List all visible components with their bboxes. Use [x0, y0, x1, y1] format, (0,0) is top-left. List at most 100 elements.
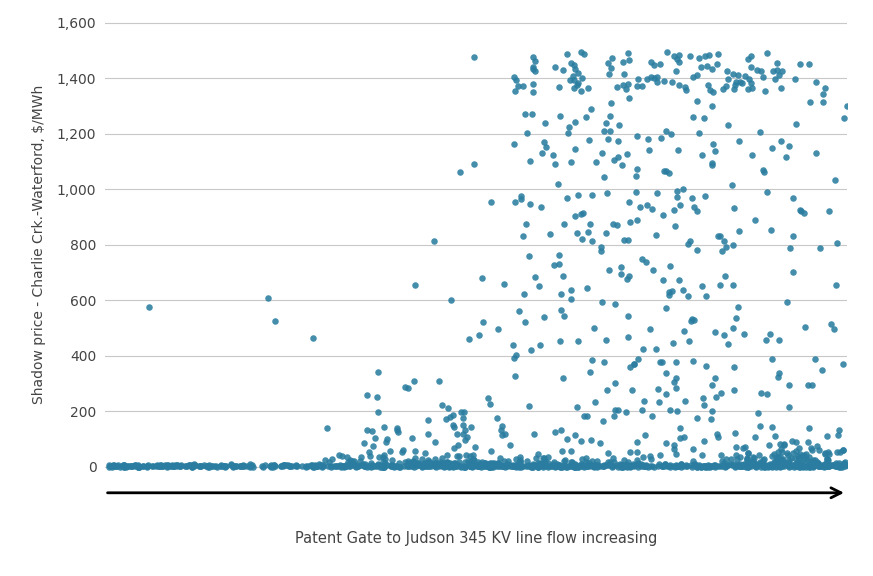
Point — [801, 462, 815, 471]
Point — [560, 50, 574, 59]
Point — [603, 112, 617, 121]
Point — [186, 460, 200, 469]
Point — [463, 458, 477, 467]
Point — [711, 59, 725, 69]
Point — [351, 461, 365, 471]
Point — [428, 454, 442, 463]
Point — [574, 47, 588, 56]
Point — [745, 83, 759, 92]
Point — [740, 454, 754, 464]
Point — [338, 461, 352, 471]
Point — [575, 461, 589, 470]
Point — [770, 460, 784, 469]
Point — [436, 462, 450, 471]
Point — [478, 460, 491, 469]
Point — [237, 461, 251, 471]
Point — [807, 462, 821, 471]
Point — [391, 427, 405, 437]
Point — [534, 203, 548, 212]
Point — [457, 414, 471, 423]
Point — [787, 459, 801, 468]
Point — [388, 461, 402, 471]
Point — [815, 460, 828, 469]
Point — [373, 462, 387, 471]
Point — [813, 461, 827, 471]
Point — [546, 150, 560, 159]
Point — [145, 462, 159, 471]
Point — [565, 460, 579, 469]
Point — [155, 462, 169, 471]
Point — [801, 438, 815, 447]
Point — [365, 426, 379, 435]
Point — [721, 120, 735, 130]
Point — [682, 336, 696, 345]
Point — [531, 462, 545, 471]
Point — [536, 462, 550, 471]
Point — [507, 461, 521, 470]
Point — [553, 425, 567, 434]
Point — [423, 460, 437, 469]
Point — [785, 453, 799, 462]
Point — [667, 52, 681, 61]
Point — [577, 412, 591, 421]
Point — [686, 445, 700, 454]
Point — [636, 396, 650, 406]
Point — [603, 126, 617, 135]
Point — [526, 462, 540, 471]
Point — [687, 315, 701, 324]
Point — [333, 462, 347, 471]
Point — [650, 230, 663, 240]
Point — [464, 462, 478, 471]
Point — [278, 460, 292, 469]
Point — [246, 462, 260, 471]
Point — [588, 461, 601, 471]
Point — [199, 461, 213, 471]
Point — [484, 460, 498, 469]
Point — [698, 461, 711, 471]
Point — [803, 97, 817, 107]
Point — [684, 460, 698, 469]
Point — [711, 433, 725, 442]
Point — [773, 461, 787, 471]
Point — [160, 461, 174, 471]
Point — [732, 137, 746, 146]
Point — [326, 454, 340, 464]
Point — [475, 273, 489, 282]
Point — [793, 449, 807, 458]
Point — [619, 408, 633, 417]
Point — [402, 458, 416, 468]
Point — [553, 461, 567, 471]
Point — [708, 327, 722, 336]
Point — [670, 146, 684, 155]
Point — [491, 458, 505, 468]
Point — [554, 446, 568, 456]
Point — [670, 406, 684, 415]
Point — [108, 461, 122, 471]
Point — [442, 461, 456, 471]
Point — [725, 461, 739, 470]
Point — [575, 460, 589, 469]
Point — [168, 461, 182, 470]
Point — [534, 460, 548, 469]
Point — [607, 453, 621, 463]
Point — [574, 461, 588, 471]
Point — [307, 462, 321, 471]
Point — [446, 410, 460, 419]
Point — [571, 69, 585, 78]
Point — [418, 460, 432, 469]
Point — [335, 451, 349, 460]
Point — [668, 222, 682, 231]
Point — [580, 457, 594, 466]
Point — [585, 457, 599, 466]
Point — [836, 113, 850, 123]
Point — [621, 312, 635, 321]
Point — [553, 112, 567, 121]
Point — [409, 461, 423, 470]
Point — [580, 460, 594, 469]
Point — [464, 422, 478, 431]
Point — [615, 262, 629, 271]
Point — [596, 461, 610, 471]
Point — [622, 362, 636, 371]
Point — [320, 423, 334, 433]
Point — [341, 461, 355, 470]
